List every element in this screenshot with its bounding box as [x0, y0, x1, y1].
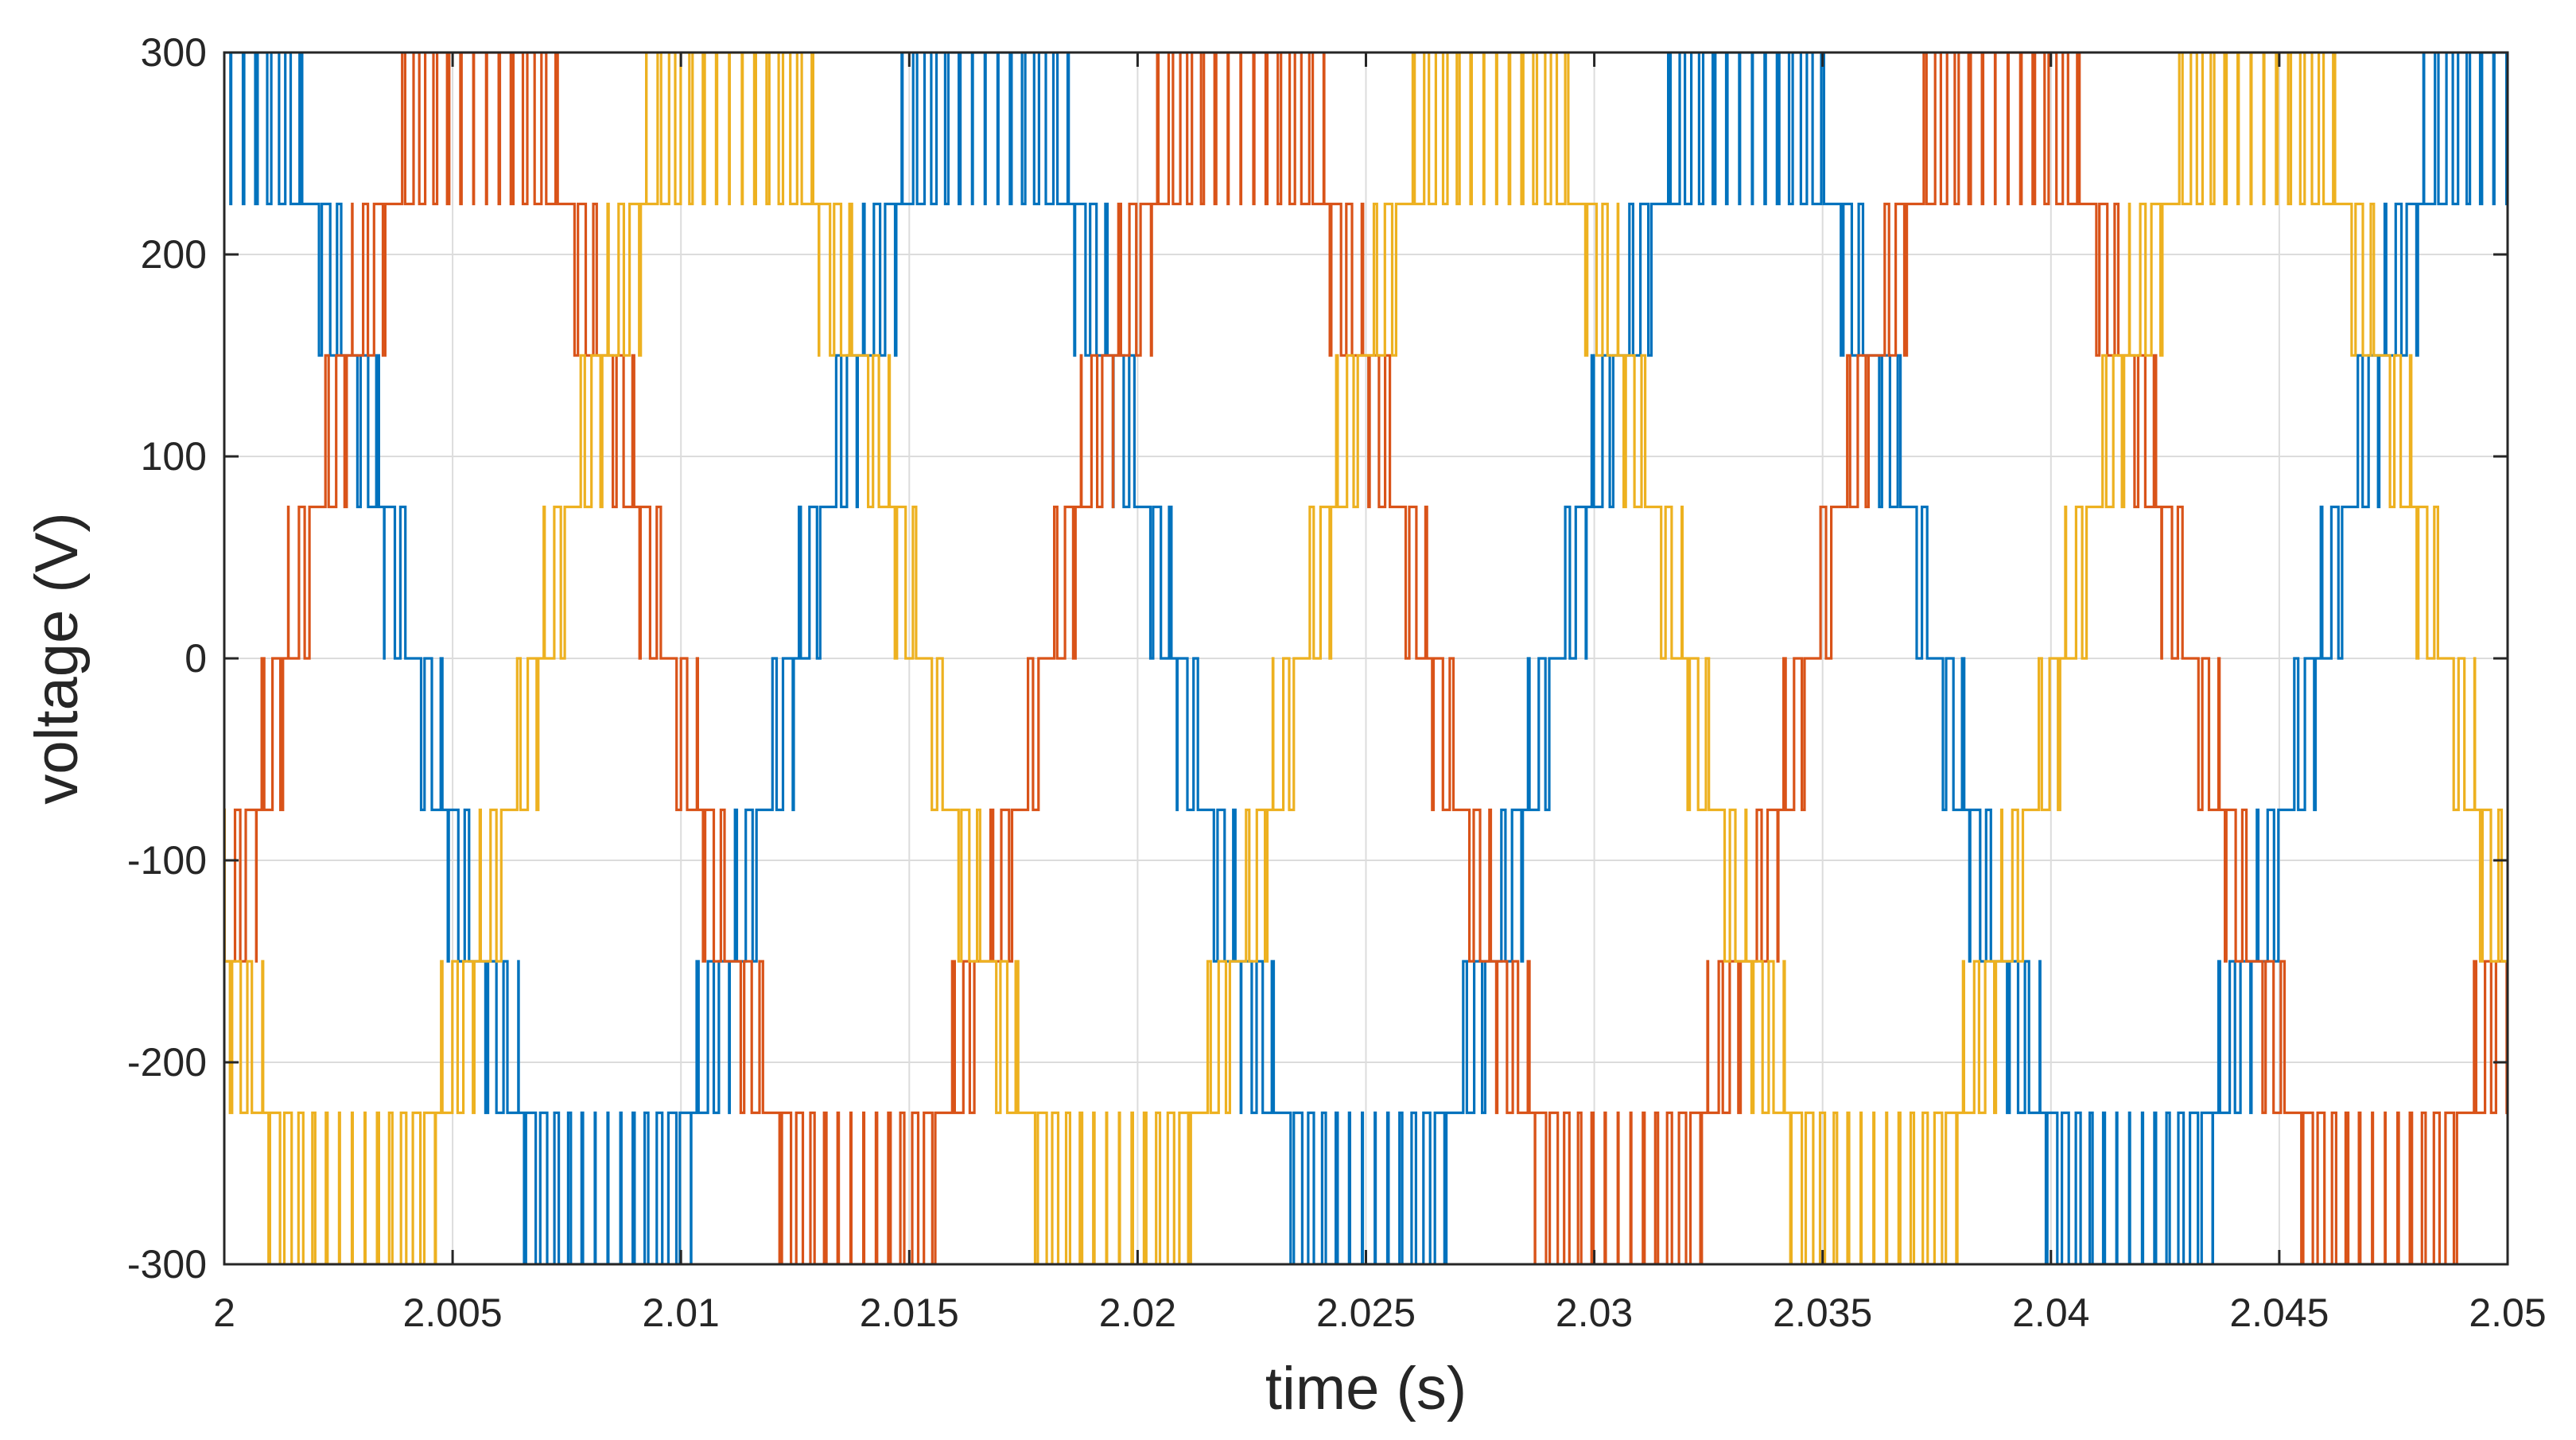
series-line-3: [224, 52, 2508, 1264]
x-tick-label: 2.015: [860, 1291, 959, 1335]
x-tick-label: 2.005: [403, 1291, 503, 1335]
x-tick-label: 2.045: [2229, 1291, 2329, 1335]
series-layer: [224, 52, 2508, 1264]
x-tick-label: 2.035: [1773, 1291, 1872, 1335]
x-tick-label: 2.01: [643, 1291, 720, 1335]
y-tick-label: 300: [141, 30, 207, 75]
x-tick-label: 2.04: [2012, 1291, 2089, 1335]
y-tick-label: -200: [127, 1040, 207, 1085]
x-tick-label: 2.05: [2469, 1291, 2546, 1335]
y-tick-label: 0: [185, 636, 207, 681]
y-tick-label: 100: [141, 434, 207, 479]
y-tick-label: -100: [127, 838, 207, 883]
x-tick-labels: 2 2.005 2.01 2.015 2.02 2.025 2.03 2.035 2.04 2.0…: [213, 1291, 2547, 1335]
y-tick-label: -300: [127, 1242, 207, 1287]
y-tick-label: 200: [141, 232, 207, 277]
x-tick-label: 2.03: [1556, 1291, 1633, 1335]
series-line-1: [224, 52, 2508, 1264]
x-tick-label: 2.025: [1316, 1291, 1416, 1335]
x-tick-label: 2: [213, 1291, 235, 1335]
x-tick-label: 2.02: [1099, 1291, 1176, 1335]
x-axis-label: time (s): [1265, 1355, 1467, 1423]
series-line-2: [224, 52, 2508, 1264]
y-tick-labels: -300 -200 -100 0 100 200 300: [127, 30, 207, 1287]
ticks: [223, 51, 2509, 1266]
y-axis-label: voltage (V): [23, 512, 91, 805]
